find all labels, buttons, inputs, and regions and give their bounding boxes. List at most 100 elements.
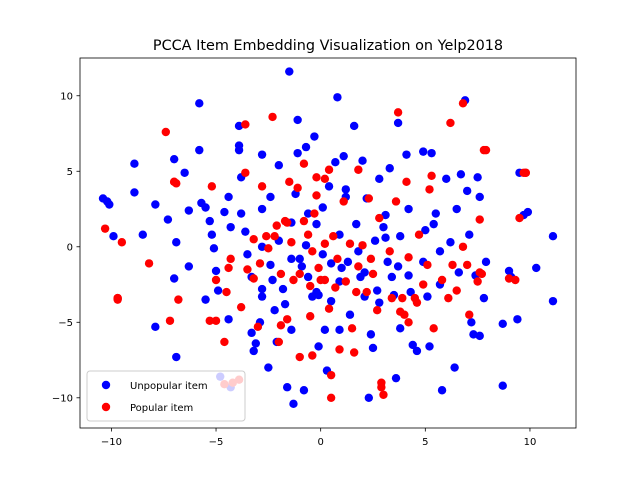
data-point — [398, 293, 407, 303]
data-point — [377, 383, 386, 392]
data-point — [268, 112, 277, 122]
data-point — [326, 296, 336, 306]
data-point — [295, 254, 304, 264]
data-point — [287, 325, 296, 335]
data-point — [113, 295, 122, 304]
data-point — [278, 284, 288, 294]
data-point — [462, 186, 472, 196]
data-point — [306, 281, 315, 291]
data-point — [335, 345, 344, 354]
data-point — [236, 209, 246, 218]
data-point — [515, 213, 524, 223]
data-point — [372, 286, 382, 295]
data-point — [226, 222, 235, 232]
data-point — [387, 272, 397, 282]
data-point — [429, 324, 438, 333]
data-point — [161, 127, 171, 137]
legend-label: Popular item — [130, 403, 193, 414]
y-tick-label: −10 — [52, 393, 73, 404]
axis-ticks: −10 −5 0 5 10 −10 −5 0 5 10 — [52, 91, 536, 448]
data-point — [276, 269, 286, 279]
data-point — [391, 373, 401, 383]
data-point — [314, 290, 323, 300]
data-point — [205, 316, 214, 325]
data-point — [366, 330, 376, 339]
data-point — [498, 319, 507, 328]
legend-label: Unpopular item — [130, 381, 208, 392]
data-point — [184, 206, 194, 215]
x-tick-label: 5 — [422, 437, 428, 448]
data-point — [339, 151, 348, 161]
data-point — [211, 316, 221, 325]
data-point — [396, 324, 405, 333]
data-point — [224, 192, 233, 202]
data-point — [435, 247, 445, 256]
data-point — [270, 232, 279, 241]
data-point — [400, 310, 409, 319]
data-point — [335, 325, 344, 335]
data-point — [475, 331, 484, 341]
data-point — [312, 219, 321, 229]
data-point — [349, 348, 359, 357]
data-point — [341, 185, 350, 194]
data-point — [331, 283, 340, 292]
data-point — [335, 277, 344, 286]
data-point — [446, 118, 455, 128]
data-point — [423, 292, 432, 301]
data-point — [130, 188, 139, 197]
data-point — [419, 280, 428, 289]
data-point — [264, 363, 273, 372]
data-point — [241, 227, 250, 236]
data-point — [266, 192, 275, 202]
data-point — [314, 263, 323, 273]
data-point — [446, 238, 455, 247]
data-point — [339, 197, 348, 206]
data-point — [425, 342, 434, 351]
data-point — [211, 266, 221, 276]
data-point — [289, 275, 298, 285]
data-point — [243, 265, 252, 274]
data-point — [372, 306, 382, 315]
data-point — [473, 173, 482, 182]
x-tick-label: −10 — [101, 437, 122, 448]
data-point — [172, 352, 181, 362]
x-tick-label: 10 — [524, 437, 537, 448]
data-point — [498, 381, 507, 390]
data-point — [387, 293, 397, 303]
data-point — [393, 118, 403, 128]
data-point — [207, 230, 217, 239]
data-point — [100, 224, 110, 233]
x-tick-label: −5 — [209, 437, 224, 448]
data-point — [469, 330, 478, 339]
data-point — [257, 284, 267, 294]
data-point — [224, 315, 233, 324]
data-point — [213, 286, 223, 295]
data-point — [360, 268, 369, 277]
data-point — [257, 292, 267, 301]
data-point — [475, 215, 484, 224]
data-point — [364, 393, 374, 402]
legend: Unpopular item Popular item — [86, 370, 246, 422]
data-point — [362, 287, 371, 297]
data-point — [299, 216, 309, 226]
data-point — [454, 268, 464, 277]
data-point — [241, 120, 250, 129]
data-point — [249, 235, 258, 244]
data-point — [532, 263, 541, 273]
data-point — [318, 203, 327, 212]
data-point — [427, 171, 436, 180]
data-point — [320, 174, 330, 184]
data-point — [105, 200, 114, 209]
data-point — [404, 253, 413, 262]
data-point — [419, 147, 428, 156]
data-point — [303, 230, 313, 239]
data-point — [301, 241, 311, 250]
data-point — [282, 218, 292, 227]
data-point — [243, 250, 252, 259]
data-point — [293, 115, 302, 125]
data-point — [224, 263, 233, 273]
data-point — [249, 274, 258, 283]
data-point — [465, 230, 474, 239]
data-point — [352, 287, 361, 297]
